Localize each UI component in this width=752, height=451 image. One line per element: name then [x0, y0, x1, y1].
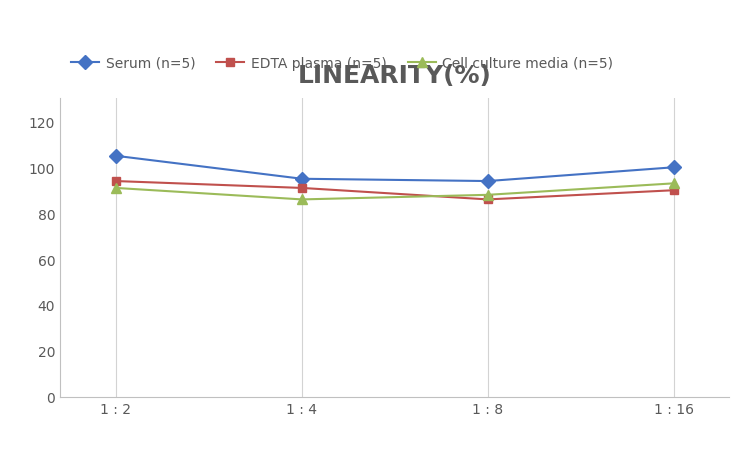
Line: Serum (n=5): Serum (n=5): [111, 152, 678, 187]
EDTA plasma (n=5): [669, 188, 678, 193]
Cell culture media (n=5): [297, 197, 306, 202]
Serum (n=5): [669, 165, 678, 170]
Title: LINEARITY(%): LINEARITY(%): [298, 64, 492, 87]
EDTA plasma (n=5): [484, 197, 493, 202]
Cell culture media (n=5): [111, 186, 120, 191]
Cell culture media (n=5): [484, 193, 493, 198]
Line: Cell culture media (n=5): Cell culture media (n=5): [111, 179, 678, 205]
Cell culture media (n=5): [669, 181, 678, 187]
Serum (n=5): [484, 179, 493, 184]
Legend: Serum (n=5), EDTA plasma (n=5), Cell culture media (n=5): Serum (n=5), EDTA plasma (n=5), Cell cul…: [67, 53, 617, 75]
Serum (n=5): [111, 154, 120, 159]
Serum (n=5): [297, 177, 306, 182]
EDTA plasma (n=5): [297, 186, 306, 191]
Line: EDTA plasma (n=5): EDTA plasma (n=5): [112, 178, 678, 204]
EDTA plasma (n=5): [111, 179, 120, 184]
